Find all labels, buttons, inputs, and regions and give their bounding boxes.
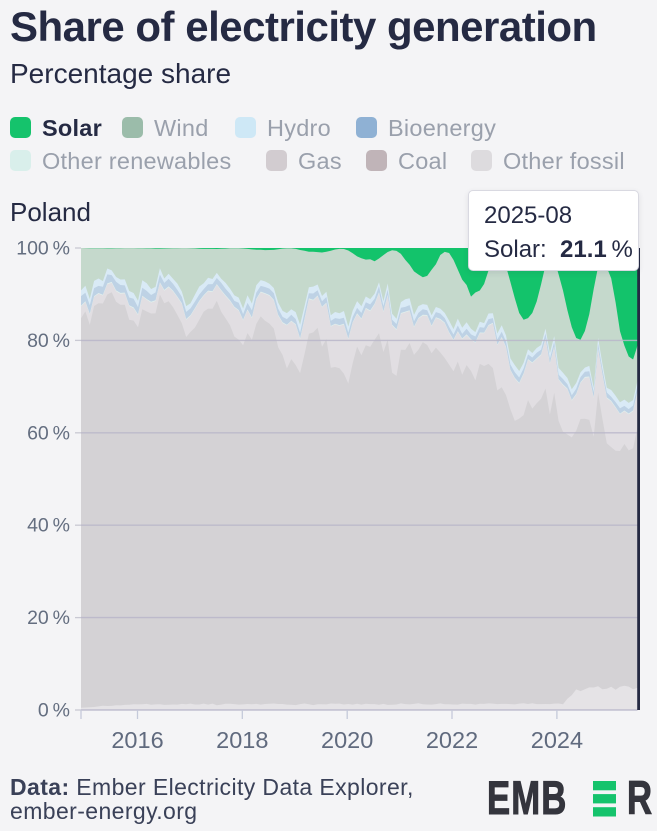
svg-text:100 %: 100 % xyxy=(16,238,70,260)
svg-text:2020: 2020 xyxy=(321,727,373,753)
svg-text:40 %: 40 % xyxy=(27,515,70,537)
svg-text:20 %: 20 % xyxy=(27,607,70,629)
svg-text:2024: 2024 xyxy=(531,727,583,753)
svg-text:60 %: 60 % xyxy=(27,422,70,444)
svg-text:2016: 2016 xyxy=(111,727,163,753)
svg-text:2022: 2022 xyxy=(426,727,478,753)
svg-text:2018: 2018 xyxy=(216,727,268,753)
svg-text:0 %: 0 % xyxy=(38,700,70,722)
svg-text:80 %: 80 % xyxy=(27,330,70,352)
